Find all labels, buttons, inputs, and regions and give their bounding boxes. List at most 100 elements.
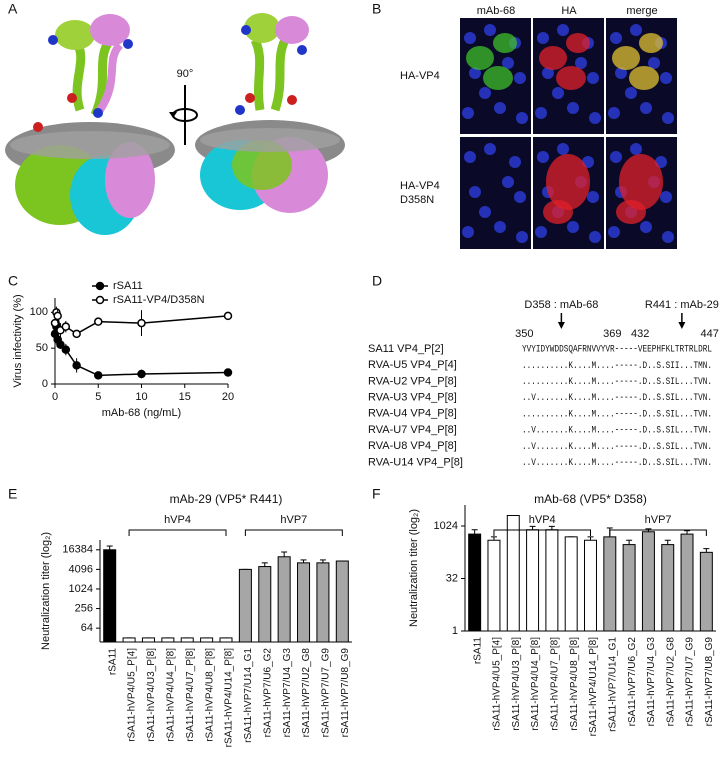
nucleus <box>537 32 549 44</box>
x-tick-label: 0 <box>52 391 58 403</box>
nucleus <box>615 67 627 79</box>
group-label: hVP7 <box>645 514 672 526</box>
data-point <box>94 371 103 380</box>
group-bracket <box>493 529 591 536</box>
nucleus <box>610 151 622 163</box>
data-point <box>50 318 60 328</box>
column-header: mAb-68 <box>477 5 516 17</box>
nucleus <box>484 143 496 155</box>
bar <box>641 531 655 632</box>
panel-label: E <box>8 486 17 502</box>
bar <box>219 637 233 643</box>
sequence: ..V.......K....M....-----.D..S.SIL...TVN… <box>522 442 712 453</box>
x-tick-label: rSA11-hVP7/U2_G8 <box>665 637 676 727</box>
bar <box>699 551 713 632</box>
rotation-label: 90° <box>177 68 194 80</box>
y-tick-label: 0 <box>42 378 48 390</box>
x-tick-label: rSA11-hVP4/U3_P[8] <box>511 637 522 731</box>
group-bracket <box>244 529 343 536</box>
group-bracket <box>128 529 227 536</box>
nucleus <box>608 107 620 119</box>
x-tick-label: rSA11-hVP7/U7_G9 <box>321 648 332 738</box>
sequence: ..........K....M....-----.D..S.SIL...TVN… <box>522 409 712 420</box>
nucleus <box>567 221 579 233</box>
y-tick-label: 4096 <box>69 563 93 575</box>
row-label: HA-VP4 <box>400 70 440 82</box>
legend-label: rSA11-VP4/D358N <box>113 294 205 306</box>
residue-position: 369 <box>603 328 621 340</box>
nucleus <box>509 156 521 168</box>
column-header: HA <box>561 5 577 17</box>
x-tick-label: rSA11-hVP4/U8_P[8] <box>204 648 215 742</box>
group-label: hVP4 <box>529 514 556 526</box>
x-tick-label: rSA11-hVP7/U8_G9 <box>340 648 351 738</box>
nucleus <box>589 112 601 124</box>
nucleus <box>514 72 526 84</box>
nucleus <box>589 231 601 243</box>
legend-marker <box>95 281 105 291</box>
nucleus <box>516 231 528 243</box>
panel-label: C <box>8 273 18 289</box>
nucleus <box>469 186 481 198</box>
microscopy-grid <box>460 18 677 249</box>
x-tick-label: rSA11-hVP7/U7_G9 <box>685 637 696 727</box>
x-tick-label: 20 <box>222 391 234 403</box>
nucleus <box>535 226 547 238</box>
sequence: ..........K....M....-----.D..S.SII...TMN… <box>522 361 712 372</box>
nucleus <box>648 57 660 69</box>
nucleus <box>567 102 579 114</box>
epitope-annotation: R441 : mAb-29 <box>645 299 719 311</box>
x-tick-label: rSA11 <box>472 637 483 664</box>
data-point <box>94 317 103 326</box>
sequence: ..V.......K....M....-----.D..S.SIL...TVN… <box>522 426 712 437</box>
x-tick-label: rSA11-hVP4/U7_P[8] <box>185 648 196 742</box>
panel-label: F <box>372 486 381 502</box>
chart-title: mAb-29 (VP5* R441) <box>170 492 283 506</box>
panel-label: D <box>372 273 382 289</box>
nucleus <box>630 24 642 36</box>
cell-stain <box>619 154 663 210</box>
bar <box>161 637 175 643</box>
x-tick-label: rSA11-hVP7/U4_G3 <box>646 637 657 727</box>
data-point <box>61 345 71 354</box>
nucleus <box>660 191 672 203</box>
group-label: hVP4 <box>164 514 191 526</box>
bar <box>103 549 117 643</box>
nucleus <box>660 72 672 84</box>
data-point <box>61 322 71 331</box>
y-tick-label: 256 <box>75 602 93 614</box>
bar <box>603 536 617 632</box>
nucleus <box>514 191 526 203</box>
y-tick-label: 64 <box>81 622 93 634</box>
bar <box>335 560 349 643</box>
nucleus <box>552 87 564 99</box>
nucleus <box>502 176 514 188</box>
epitope-arrowhead <box>678 322 686 329</box>
group-label: hVP7 <box>280 514 307 526</box>
epitope-arrowhead <box>557 322 565 329</box>
bar <box>122 637 136 643</box>
cell-stain <box>539 46 567 70</box>
structure-left <box>5 14 175 235</box>
residue-position: 447 <box>701 328 719 340</box>
x-tick-label: rSA11-hVP4/U4_P[8] <box>530 637 541 731</box>
chart-title: mAb-68 (VP5* D358) <box>534 492 647 506</box>
x-tick-label: rSA11-hVP7/U4_G3 <box>282 648 293 738</box>
x-tick-label: rSA11-hVP4/U4_P[8] <box>165 648 176 742</box>
data-point <box>223 311 233 321</box>
nucleus <box>608 226 620 238</box>
row-label: D358N <box>400 194 434 206</box>
nucleus <box>587 72 599 84</box>
sequence-name: RVA-U3 VP4_P[8] <box>368 392 457 404</box>
sequence-name: RVA-U7 VP4_P[8] <box>368 424 457 436</box>
sequence: ..V.......K....M....-----.D..S.SIL...TVN… <box>522 458 712 469</box>
x-tick-label: rSA11-hVP7/U2_G8 <box>301 648 312 738</box>
nucleus <box>479 206 491 218</box>
panel-label: B <box>372 1 381 17</box>
rotation-arrow <box>169 85 198 145</box>
sequence-name: SA11 VP4_P[2] <box>368 343 444 355</box>
y-axis-label: Neutralization titer (log₂) <box>408 509 420 627</box>
sequence-name: RVA-U14 VP4_P[8] <box>368 456 463 468</box>
nucleus <box>640 102 652 114</box>
sequence-name: RVA-U8 VP4_P[8] <box>368 440 457 452</box>
